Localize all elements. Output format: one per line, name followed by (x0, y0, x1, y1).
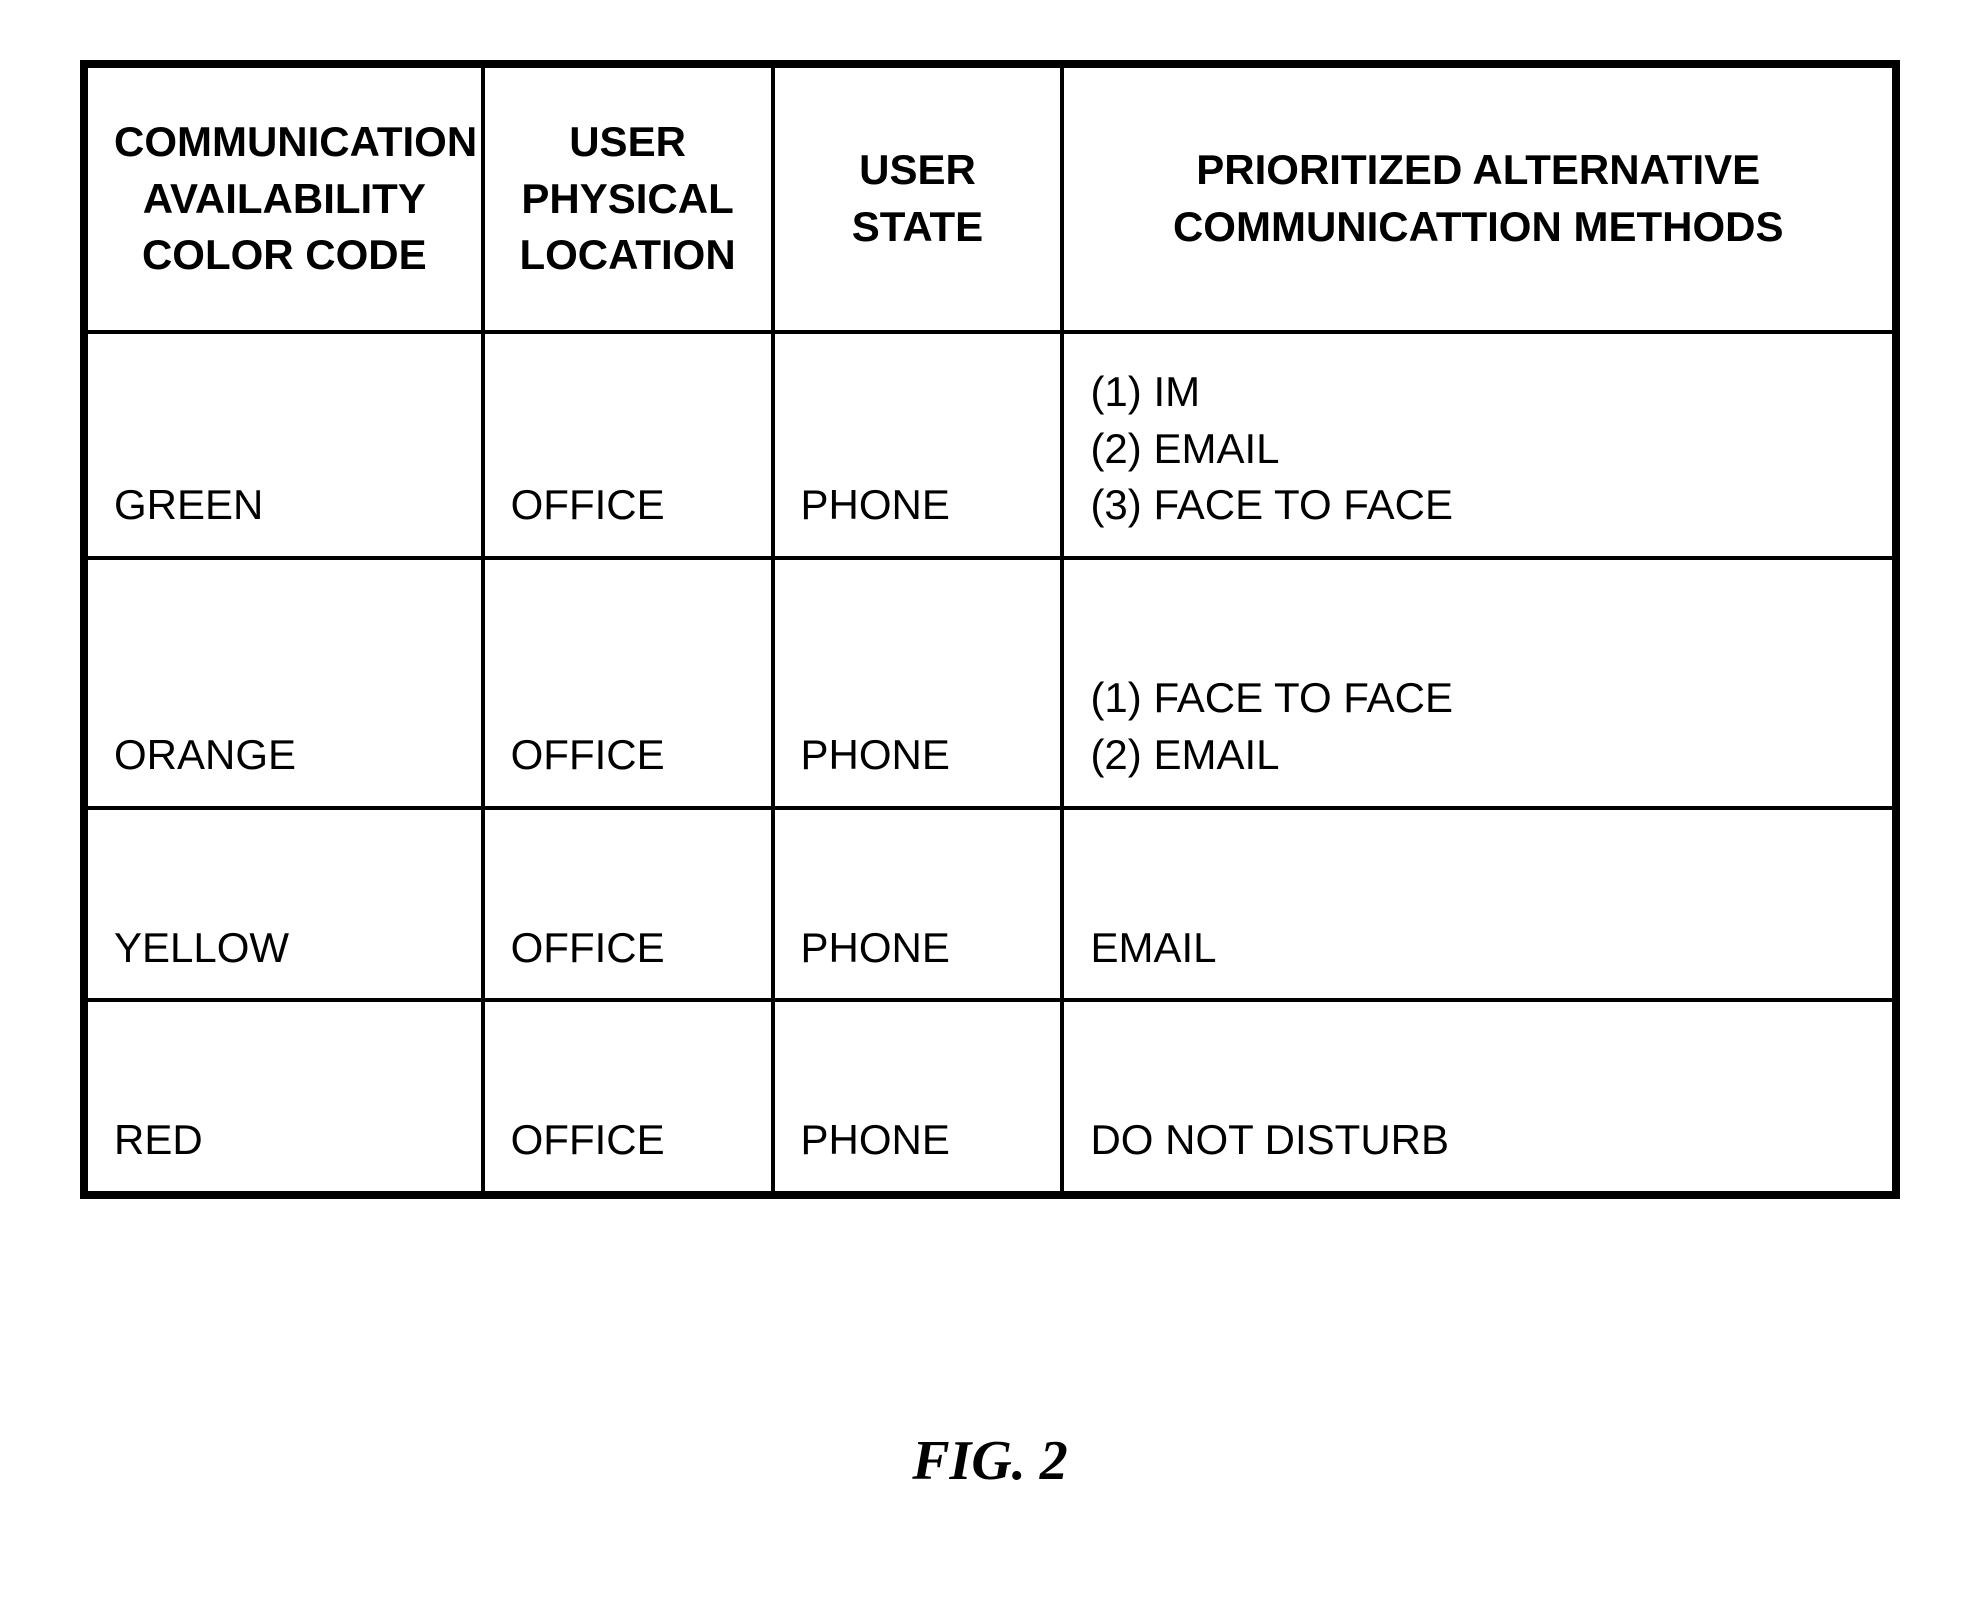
method-line: (2) EMAIL (1090, 727, 1866, 784)
method-line: (2) EMAIL (1090, 421, 1866, 478)
method-line: DO NOT DISTURB (1090, 1112, 1866, 1169)
cell-color-code: ORANGE (84, 558, 483, 807)
cell-methods: EMAIL (1062, 808, 1896, 1001)
column-header-methods: PRIORITIZED ALTERNATIVE COMMUNICATTION M… (1062, 64, 1896, 332)
cell-location: OFFICE (483, 808, 773, 1001)
cell-methods: (1) FACE TO FACE (2) EMAIL (1062, 558, 1896, 807)
table-header-row: COMMUNICATION AVAILABILITY COLOR CODE US… (84, 64, 1896, 332)
cell-location: OFFICE (483, 1000, 773, 1195)
table-row: ORANGE OFFICE PHONE (1) FACE TO FACE (2)… (84, 558, 1896, 807)
figure-caption: FIG. 2 (80, 1429, 1900, 1493)
cell-state: PHONE (773, 808, 1063, 1001)
method-line: (1) IM (1090, 364, 1866, 421)
column-header-location: USER PHYSICAL LOCATION (483, 64, 773, 332)
communication-availability-table: COMMUNICATION AVAILABILITY COLOR CODE US… (80, 60, 1900, 1199)
cell-location: OFFICE (483, 332, 773, 558)
cell-location: OFFICE (483, 558, 773, 807)
cell-state: PHONE (773, 558, 1063, 807)
column-header-state: USER STATE (773, 64, 1063, 332)
cell-state: PHONE (773, 1000, 1063, 1195)
method-line: EMAIL (1090, 920, 1866, 977)
cell-methods: DO NOT DISTURB (1062, 1000, 1896, 1195)
cell-methods: (1) IM (2) EMAIL (3) FACE TO FACE (1062, 332, 1896, 558)
cell-color-code: YELLOW (84, 808, 483, 1001)
method-line: (3) FACE TO FACE (1090, 477, 1866, 534)
cell-state: PHONE (773, 332, 1063, 558)
column-header-color-code: COMMUNICATION AVAILABILITY COLOR CODE (84, 64, 483, 332)
table-row: RED OFFICE PHONE DO NOT DISTURB (84, 1000, 1896, 1195)
method-line: (1) FACE TO FACE (1090, 670, 1866, 727)
cell-color-code: GREEN (84, 332, 483, 558)
page-container: COMMUNICATION AVAILABILITY COLOR CODE US… (0, 0, 1980, 1493)
table-row: YELLOW OFFICE PHONE EMAIL (84, 808, 1896, 1001)
cell-color-code: RED (84, 1000, 483, 1195)
table-row: GREEN OFFICE PHONE (1) IM (2) EMAIL (3) … (84, 332, 1896, 558)
